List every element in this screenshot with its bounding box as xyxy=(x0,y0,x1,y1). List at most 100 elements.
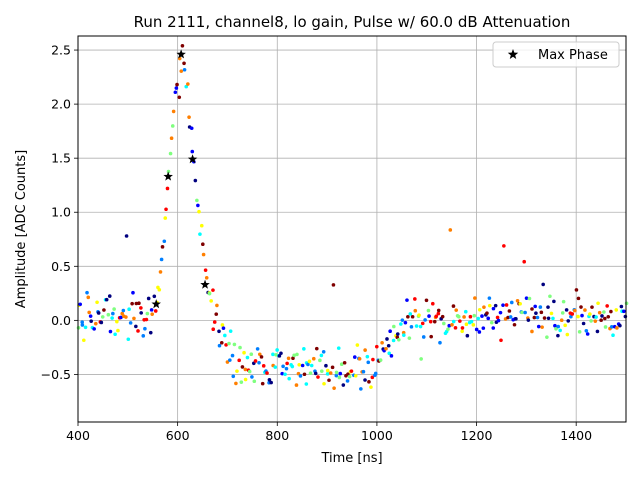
sample-point-257 xyxy=(395,332,400,336)
sample-point-316 xyxy=(469,319,474,324)
x-axis-title: Time [ns] xyxy=(320,451,382,466)
sample-point-111 xyxy=(214,312,219,316)
sample-point-49 xyxy=(137,301,141,306)
sample-point-357 xyxy=(520,310,524,315)
sample-point-89 xyxy=(187,115,191,119)
sample-point-189 xyxy=(311,356,316,361)
sample-point-311 xyxy=(463,309,468,314)
sample-point-154 xyxy=(267,378,272,382)
sample-point-420 xyxy=(599,318,603,322)
sample-point-348 xyxy=(509,300,514,305)
sample-point-210 xyxy=(337,375,342,380)
sample-point-278 xyxy=(421,335,426,339)
sample-point-117 xyxy=(221,326,226,330)
chart-title: Run 2111, channel8, lo gain, Pulse w/ 60… xyxy=(134,13,571,31)
sample-point-83 xyxy=(179,69,184,73)
sample-point-212 xyxy=(339,362,344,367)
sample-point-162 xyxy=(277,354,282,358)
sample-point-119 xyxy=(224,343,228,347)
sample-point-415 xyxy=(593,319,598,323)
sample-point-131 xyxy=(239,380,244,384)
sample-point-429 xyxy=(609,325,614,329)
sample-point-232 xyxy=(365,354,370,359)
sample-point-32 xyxy=(116,328,120,333)
sample-point-266 xyxy=(407,336,412,340)
sample-point-138 xyxy=(247,369,252,374)
sample-point-140 xyxy=(250,375,254,379)
sample-point-166 xyxy=(283,372,287,377)
y-tick-label-6: 2.5 xyxy=(51,43,71,58)
sample-point-250 xyxy=(387,351,392,356)
sample-point-66 xyxy=(158,270,163,274)
sample-point-181 xyxy=(302,347,306,351)
sample-point-424 xyxy=(603,325,608,329)
sample-point-298 xyxy=(447,323,452,328)
sample-point-56 xyxy=(145,311,150,316)
sample-point-436 xyxy=(619,304,624,309)
sample-point-364 xyxy=(530,329,534,334)
sample-point-432 xyxy=(614,308,619,312)
sample-point-312 xyxy=(464,322,469,327)
sample-point-310 xyxy=(462,315,466,319)
sample-point-42 xyxy=(128,321,133,325)
sample-point-61 xyxy=(152,294,157,299)
sample-point-146 xyxy=(257,352,262,357)
sample-point-407 xyxy=(583,308,587,312)
sample-point-435 xyxy=(618,323,622,328)
sample-point-71 xyxy=(164,207,168,212)
sample-point-220 xyxy=(349,369,354,373)
sample-point-258 xyxy=(397,337,401,342)
sample-point-196 xyxy=(319,369,324,373)
sample-point-301 xyxy=(451,304,456,308)
sample-point-194 xyxy=(318,358,322,363)
sample-point-269 xyxy=(410,314,415,319)
y-tick-label-4: 1.5 xyxy=(51,151,71,166)
sample-point-15 xyxy=(95,300,99,305)
sample-point-259 xyxy=(399,322,403,326)
sample-point-101 xyxy=(201,252,206,257)
sample-point-252 xyxy=(389,354,394,358)
sample-point-121 xyxy=(227,341,231,346)
sample-point-173 xyxy=(291,356,295,361)
sample-point-360 xyxy=(524,296,529,300)
sample-point-394 xyxy=(566,319,571,323)
sample-point-281 xyxy=(426,308,431,313)
sample-point-163 xyxy=(279,351,283,356)
sample-point-185 xyxy=(306,362,310,367)
sample-point-390 xyxy=(561,299,566,304)
sample-point-401 xyxy=(576,314,580,319)
sample-point-329 xyxy=(486,316,491,321)
sample-point-404 xyxy=(579,305,583,309)
sample-point-416 xyxy=(594,315,598,319)
sample-point-283 xyxy=(428,319,433,324)
sample-point-214 xyxy=(342,360,347,365)
sample-point-136 xyxy=(245,355,250,360)
sample-point-200 xyxy=(325,372,330,376)
sample-point-274 xyxy=(417,313,421,317)
sample-point-175 xyxy=(294,383,299,387)
sample-point-224 xyxy=(355,343,360,347)
sample-point-417 xyxy=(595,329,600,334)
sample-point-155 xyxy=(269,380,273,385)
sample-point-147 xyxy=(259,355,264,359)
sample-point-380 xyxy=(549,311,554,316)
sample-point-262 xyxy=(402,333,406,337)
sample-point-369 xyxy=(535,315,540,320)
sample-point-272 xyxy=(414,324,419,328)
sample-point-373 xyxy=(540,325,544,329)
sample-point-282 xyxy=(427,314,431,318)
sample-point-115 xyxy=(219,340,224,345)
sample-point-397 xyxy=(570,312,575,316)
sample-point-286 xyxy=(432,319,437,324)
sample-point-51 xyxy=(139,311,143,315)
sample-point-353 xyxy=(515,298,520,303)
sample-point-344 xyxy=(504,303,509,307)
sample-point-248 xyxy=(385,337,389,341)
sample-point-31 xyxy=(115,319,119,324)
sample-point-107 xyxy=(209,299,213,303)
sample-point-428 xyxy=(609,309,613,314)
sample-point-50 xyxy=(139,306,143,310)
sample-point-169 xyxy=(286,356,291,361)
sample-point-96 xyxy=(196,203,200,208)
max-phase-point-0 xyxy=(151,299,161,309)
